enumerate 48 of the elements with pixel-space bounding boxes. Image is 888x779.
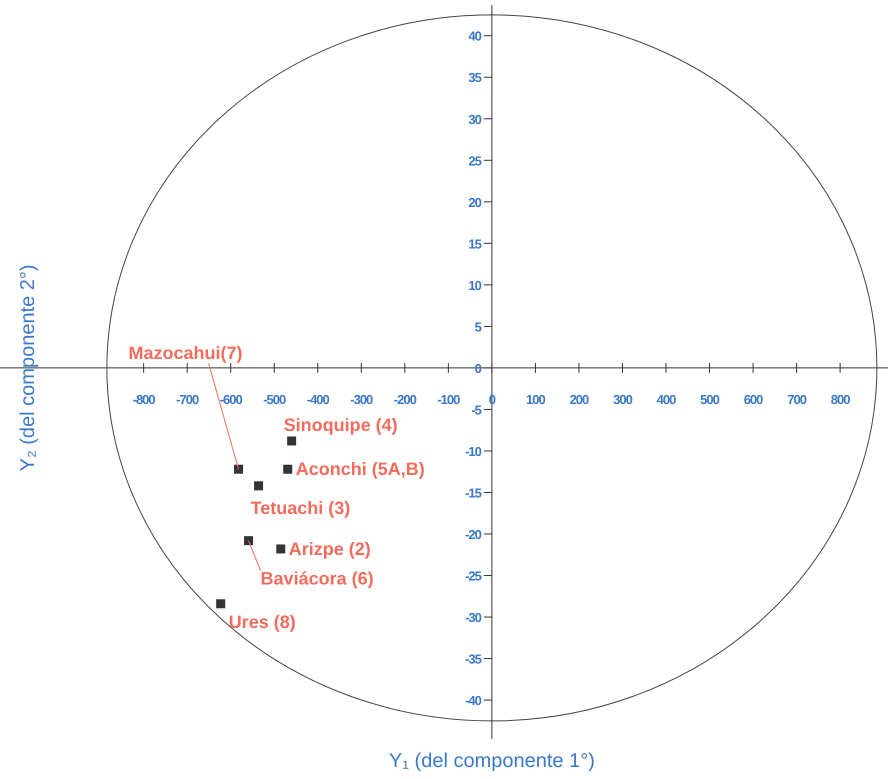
y-tick-label: 20 xyxy=(468,194,482,210)
annotation: Mazocahui(7) xyxy=(128,343,243,364)
y-tick-label: 5 xyxy=(474,319,482,334)
x-axis-title: Y₁ (del componente 1°) xyxy=(388,750,595,772)
y-tick-label: -10 xyxy=(465,444,482,459)
point xyxy=(234,464,244,474)
y-tick-label: 35 xyxy=(468,70,482,86)
annotation: Sinoquipe (4) xyxy=(284,414,398,435)
point xyxy=(254,481,264,490)
annotation: Ures (8) xyxy=(228,612,296,632)
x-tick-label: -100 xyxy=(437,392,460,407)
y-tick-label: 40 xyxy=(468,28,482,44)
annotation: Baviácora (6) xyxy=(260,568,374,589)
y-tick-label: -15 xyxy=(465,485,482,500)
x-tick-label: 400 xyxy=(656,392,676,407)
x-tick-label: -400 xyxy=(306,392,330,407)
y-tick-label: 25 xyxy=(468,153,482,168)
x-tick-label: 100 xyxy=(526,392,546,407)
y-tick-label: 10 xyxy=(468,278,482,293)
y-tick-label: -40 xyxy=(465,693,482,708)
point xyxy=(276,544,286,554)
y-tick-label: -35 xyxy=(465,652,482,667)
annotation: Arizpe (2) xyxy=(288,538,371,559)
x-tick-label: 600 xyxy=(744,392,764,407)
y-tick-label: -5 xyxy=(471,402,482,418)
x-tick-label: -600 xyxy=(220,392,242,407)
point xyxy=(283,464,292,474)
x-tick-label: -700 xyxy=(176,392,199,407)
x-tick-label: 700 xyxy=(787,392,807,407)
point xyxy=(287,436,296,446)
x-tick-label: -500 xyxy=(263,392,286,407)
x-tick-label: 300 xyxy=(613,392,633,407)
y-tick-label: -30 xyxy=(465,610,482,626)
y-tick-label: 30 xyxy=(468,112,482,127)
x-tick-label: -200 xyxy=(394,392,417,407)
annotation: Tetuachi (3) xyxy=(250,498,350,518)
y-axis-title: Y₂ (del componente 2°) xyxy=(17,264,39,472)
x-tick-label: 800 xyxy=(830,392,850,407)
point xyxy=(216,599,226,608)
x-tick-label: -800 xyxy=(132,392,156,407)
y-tick-label: -20 xyxy=(465,527,482,542)
annotation: Aconchi (5A,B) xyxy=(296,459,425,480)
x-tick-label: 500 xyxy=(700,392,720,407)
x-tick-label: 200 xyxy=(570,392,590,407)
y-tick-label: -25 xyxy=(465,568,482,584)
x-tick-label: -300 xyxy=(350,392,374,407)
y-tick-label: 15 xyxy=(468,236,482,252)
point xyxy=(244,536,254,546)
